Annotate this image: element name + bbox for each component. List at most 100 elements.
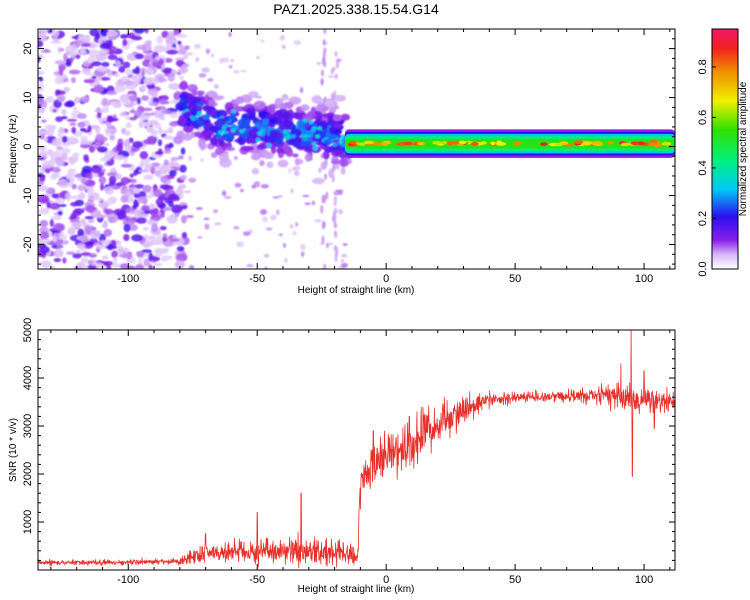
spectrogram-sparse-blob <box>240 188 244 193</box>
spectrogram-spread-peak <box>316 126 322 131</box>
spectrogram-spread-peak <box>266 142 272 147</box>
spectrogram-carrier-peak <box>381 142 389 146</box>
spectrogram-spread-blob <box>202 114 210 120</box>
spectrogram-carrier-peak <box>376 142 384 147</box>
spectrogram-noise-blob <box>79 139 88 145</box>
spectrogram-noise-blob <box>143 77 155 85</box>
spectrogram-noise-blob <box>170 69 178 75</box>
spectrogram-sparse-blob <box>284 257 288 264</box>
spectrogram-noise-blob <box>157 127 163 135</box>
figure-title: PAZ1.2025.338.15.54.G14 <box>273 1 439 17</box>
spectrogram-noise-blob <box>123 138 130 147</box>
spectrogram-ytick-label: 20 <box>22 42 34 54</box>
spectrogram-sparse-blob <box>272 195 280 199</box>
spectrogram-noise-blob <box>130 151 135 157</box>
spectrogram-noise-blob <box>154 106 162 111</box>
spectrogram-spread-blob <box>276 147 284 154</box>
spectrogram-xtick-label: -100 <box>117 273 139 285</box>
spectrogram-streak-blob <box>320 204 324 214</box>
spectrogram-carrier-peak <box>470 142 479 146</box>
spectrogram-spread-blob <box>266 105 276 113</box>
spectrogram-spread-peak <box>217 130 223 135</box>
spectrogram-sparse-blob <box>228 31 232 37</box>
spectrogram-noise-blob <box>61 108 67 116</box>
spectrogram-noise-blob <box>57 234 68 240</box>
spectrogram-carrier-peak <box>458 140 467 145</box>
spectrogram-noise-blob <box>103 143 110 147</box>
spectrogram-noise-blob <box>144 40 152 46</box>
spectrogram-noise-blob <box>125 122 132 129</box>
spectrogram-noise-blob <box>168 142 174 149</box>
spectrogram-noise-blob <box>38 185 49 192</box>
spectrogram-noise-blob <box>175 33 188 39</box>
spectrogram-sparse-blob <box>281 44 286 50</box>
spectrogram-noise-blob <box>91 165 102 174</box>
spectrogram-noise-blob <box>148 119 159 126</box>
spectrogram-spread-blob <box>321 105 329 112</box>
spectrogram-spread-blob <box>340 134 347 141</box>
spectrogram-spread-blob <box>288 96 302 105</box>
spectrogram-carrier-peak <box>582 141 592 146</box>
spectrogram-carrier-peak <box>359 142 366 147</box>
spectrogram-spread-peak <box>308 120 314 125</box>
spectrogram-noise-blob <box>129 116 138 121</box>
spectrogram-noise-blob <box>114 154 125 161</box>
spectrogram-streak-blob <box>321 235 325 244</box>
spectrogram-noise-blob <box>49 218 54 227</box>
spectrogram-noise-blob <box>84 241 96 246</box>
spectrogram-spread-blob <box>277 159 289 168</box>
spectrogram-noise-blob <box>176 246 185 252</box>
spectrogram-spread-blob <box>277 108 289 119</box>
spectrogram-noise-blob <box>167 73 176 82</box>
spectrogram-streak-blob <box>333 207 338 215</box>
spectrogram-sparse-blob <box>210 152 218 158</box>
spectrogram-noise-blob <box>139 151 149 160</box>
spectrogram-spread-blob <box>307 110 316 118</box>
spectrogram-sparse-blob <box>242 231 251 236</box>
spectrogram-spread-blob <box>331 150 343 157</box>
spectrogram-spread-blob <box>311 95 323 104</box>
spectrogram-noise-blob <box>105 245 118 250</box>
spectrogram-spread-blob <box>331 159 343 165</box>
spectrogram-sparse-blob <box>200 158 204 162</box>
spectrogram-spread-blob <box>207 98 216 107</box>
spectrogram-sparse-blob <box>276 209 280 216</box>
spectrogram-noise-blob <box>158 166 170 175</box>
spectrogram-sparse-blob <box>338 190 343 196</box>
spectrogram-noise-blob <box>50 150 63 159</box>
spectrogram-spread-peak <box>257 131 263 136</box>
spectrogram-sparse-blob <box>213 209 219 214</box>
spectrogram-sparse-blob <box>337 209 344 215</box>
spectrogram-noise-blob <box>98 176 107 185</box>
spectrogram-noise-blob <box>139 121 149 127</box>
spectrogram-noise-blob <box>126 190 132 197</box>
spectrogram-xtick-label: 0 <box>383 273 389 285</box>
spectrogram-spread-blob <box>299 141 312 147</box>
spectrogram-xtick-label: 100 <box>635 273 653 285</box>
spectrogram-noise-blob <box>131 234 143 242</box>
spectrogram-noise-blob <box>129 173 134 178</box>
spectrogram-noise-blob <box>150 166 156 175</box>
spectrogram-sparse-blob <box>246 264 254 268</box>
spectrogram-noise-blob <box>156 214 166 219</box>
spectrogram-carrier-peak <box>620 142 630 147</box>
spectrogram-spread-blob <box>203 94 210 102</box>
spectrogram-noise-blob <box>45 96 55 103</box>
spectrogram-spread-blob <box>266 161 274 169</box>
spectrogram-noise-blob <box>138 169 148 173</box>
spectrogram-noise-blob <box>176 71 182 76</box>
spectrogram-sparse-blob <box>197 236 203 239</box>
spectrogram-noise-blob <box>150 204 155 209</box>
spectrogram-noise-blob <box>161 109 172 115</box>
spectrogram-noise-blob <box>171 204 183 214</box>
spectrogram-noise-blob <box>53 30 60 37</box>
colorbar: 0.0 0.2 0.4 0.6 0.8 Normalized spectral ampl… <box>697 28 749 277</box>
spectrogram-noise-blob <box>159 115 166 121</box>
spectrogram-sparse-blob <box>290 188 294 194</box>
spectrogram-noise-blob <box>93 84 104 94</box>
spectrogram-spread-blob <box>237 118 251 128</box>
spectrogram-noise-blob <box>51 138 62 147</box>
spectrogram-sparse-blob <box>279 34 285 41</box>
spectrogram-noise-blob <box>162 129 169 134</box>
spectrogram-spread-blob <box>201 130 215 137</box>
